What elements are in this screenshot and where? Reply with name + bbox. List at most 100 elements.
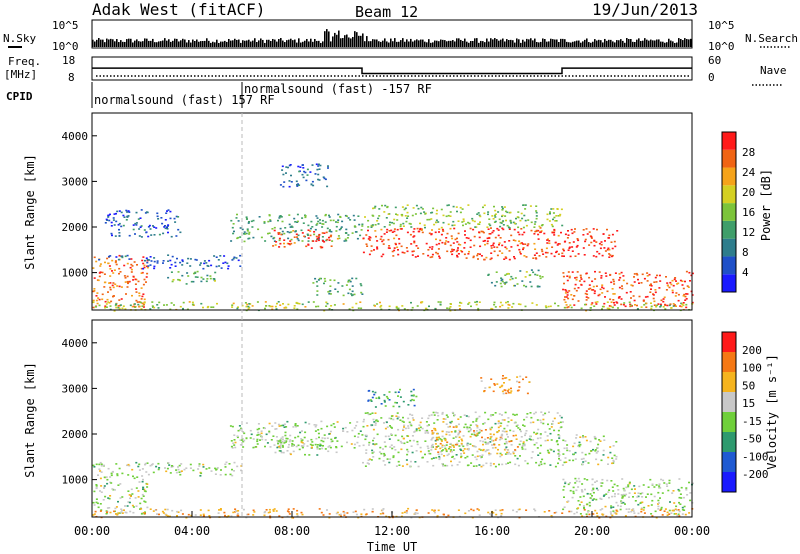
range-cell: [473, 433, 476, 436]
range-cell: [536, 285, 539, 287]
range-cell: [403, 426, 405, 428]
range-cell: [269, 516, 272, 519]
range-cell: [322, 176, 325, 178]
range-cell: [351, 290, 354, 293]
range-cell: [106, 482, 109, 485]
range-cell: [687, 286, 690, 288]
power-frame: [91, 112, 693, 311]
range-cell: [440, 233, 443, 236]
range-cell: [557, 234, 560, 237]
range-cell: [427, 512, 430, 514]
range-cell: [593, 239, 596, 242]
range-cell: [240, 439, 243, 441]
range-cell: [680, 305, 683, 308]
range-cell: [621, 495, 624, 498]
range-cell: [320, 427, 323, 430]
range-cell: [408, 222, 411, 225]
range-cell: [298, 170, 301, 173]
range-cell: [684, 280, 686, 283]
nsky-bar: [352, 36, 354, 47]
nsky-bar: [544, 39, 546, 47]
range-cell: [501, 414, 503, 416]
range-cell: [397, 253, 400, 256]
range-cell: [110, 225, 113, 227]
range-cell: [231, 304, 234, 306]
range-cell: [512, 451, 515, 453]
range-cell: [296, 237, 299, 240]
range-cell: [191, 301, 194, 304]
range-cell: [501, 384, 504, 387]
range-cell: [488, 453, 491, 456]
nsky-bar: [164, 38, 166, 47]
range-cell: [524, 243, 527, 245]
range-cell: [427, 447, 430, 450]
range-cell: [321, 447, 324, 450]
range-cell: [316, 446, 319, 448]
range-cell: [630, 284, 633, 286]
range-cell: [118, 285, 121, 288]
range-cell: [332, 423, 335, 425]
range-cell: [525, 509, 528, 511]
range-cell: [534, 248, 537, 250]
range-cell: [505, 273, 508, 275]
range-cell: [253, 446, 256, 448]
nsky-bar: [598, 39, 600, 47]
range-cell: [119, 483, 122, 485]
range-cell: [372, 418, 375, 421]
nsky-bar: [124, 41, 126, 47]
range-cell: [691, 482, 694, 485]
range-cell: [135, 291, 138, 293]
range-cell: [232, 257, 235, 260]
range-cell: [496, 246, 499, 249]
range-cell: [376, 246, 379, 248]
range-cell: [501, 209, 504, 211]
range-cell: [278, 239, 281, 242]
nsky-bar: [190, 42, 192, 47]
range-cell: [451, 237, 454, 240]
range-cell: [284, 227, 287, 229]
range-cell: [268, 430, 271, 433]
range-cell: [508, 228, 511, 230]
range-cell: [361, 434, 364, 436]
range-cell: [554, 465, 557, 468]
nsky-bar: [632, 41, 634, 47]
range-cell: [577, 287, 580, 289]
range-cell: [689, 492, 692, 494]
range-cell: [440, 440, 443, 442]
range-cell: [196, 276, 199, 278]
range-cell: [321, 226, 324, 228]
nsky-bar: [504, 41, 506, 47]
range-cell: [143, 278, 146, 281]
range-cell: [574, 283, 577, 286]
range-cell: [381, 204, 383, 207]
nsky-bar: [146, 38, 148, 47]
range-cell: [564, 481, 567, 483]
range-cell: [231, 425, 234, 428]
range-cell: [518, 508, 521, 511]
colorbar-tick-label: -100: [742, 450, 769, 463]
range-cell: [412, 419, 415, 421]
range-cell: [463, 448, 466, 450]
range-cell: [460, 455, 463, 458]
range-cell: [532, 271, 535, 274]
range-cell: [290, 174, 292, 177]
range-cell: [572, 453, 575, 456]
range-cell: [239, 444, 242, 446]
range-cell: [503, 389, 506, 391]
range-cell: [615, 301, 618, 303]
range-cell: [562, 249, 565, 252]
range-cell: [550, 426, 553, 428]
range-cell: [415, 429, 418, 432]
range-cell: [566, 294, 569, 296]
range-cell: [153, 257, 156, 259]
range-cell: [434, 307, 437, 310]
nsky-bar: [206, 38, 208, 47]
range-cell: [510, 390, 513, 392]
range-cell: [633, 281, 636, 283]
range-cell: [453, 446, 455, 448]
x-axis-label: Time UT: [367, 540, 418, 554]
range-cell: [445, 414, 448, 416]
range-cell: [441, 430, 444, 433]
range-cell: [415, 509, 418, 511]
range-cell: [388, 305, 391, 308]
